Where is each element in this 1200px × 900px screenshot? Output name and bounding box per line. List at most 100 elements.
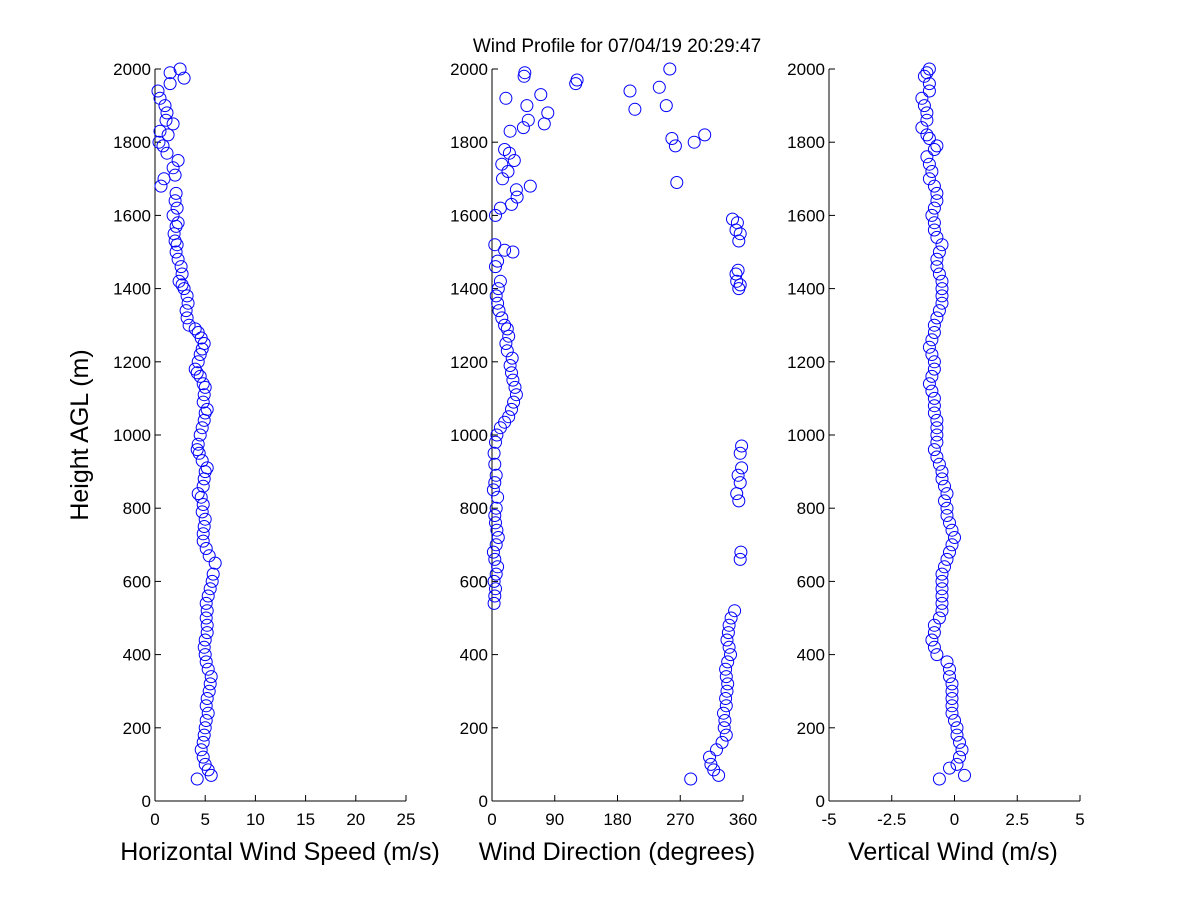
- data-point: [955, 743, 969, 757]
- data-point: [156, 139, 170, 153]
- data-point: [505, 366, 518, 380]
- data-point: [733, 552, 747, 566]
- data-point: [668, 139, 682, 153]
- data-point: [943, 545, 956, 559]
- data-point: [938, 479, 951, 493]
- data-point: [491, 560, 505, 574]
- data-point: [922, 132, 936, 145]
- data-point: [935, 238, 949, 252]
- data-point: [166, 208, 180, 222]
- data-point: [932, 267, 946, 281]
- data-point: [200, 461, 214, 475]
- data-point: [922, 172, 936, 186]
- data-point: [920, 113, 934, 127]
- y-tick-label: 1000: [450, 426, 488, 445]
- data-point: [938, 494, 951, 508]
- data-point: [717, 706, 730, 720]
- data-point: [509, 183, 523, 197]
- data-point: [943, 516, 956, 530]
- data-point: [925, 165, 939, 178]
- data-point: [927, 391, 941, 405]
- data-point: [720, 633, 734, 647]
- data-point: [927, 355, 941, 369]
- data-point: [191, 355, 205, 369]
- data-point: [488, 552, 502, 566]
- data-point: [719, 699, 733, 713]
- data-point: [179, 304, 193, 318]
- y-tick-label: 1000: [113, 426, 151, 445]
- vertical-wind-xlabel: Vertical Wind (m/s): [848, 838, 1058, 866]
- y-tick-label: 0: [816, 792, 825, 811]
- data-point: [489, 501, 503, 515]
- data-point: [943, 662, 956, 676]
- data-point: [945, 538, 959, 552]
- data-point: [206, 567, 220, 581]
- x-tick-label: 360: [729, 810, 757, 829]
- data-point: [193, 428, 207, 442]
- data-point: [489, 468, 503, 482]
- data-point: [200, 626, 214, 640]
- data-point: [171, 216, 185, 230]
- data-point: [491, 531, 505, 544]
- data-point: [940, 552, 954, 566]
- data-point: [922, 84, 936, 98]
- data-point: [200, 618, 214, 632]
- data-point: [203, 582, 217, 596]
- data-point: [153, 124, 167, 138]
- horizontal-wind-speed-panel: Horizontal Wind Speed (m/s) Height AGL (…: [66, 60, 440, 866]
- data-point: [718, 714, 732, 727]
- data-point: [922, 340, 936, 354]
- data-point: [922, 62, 936, 76]
- data-point: [720, 684, 734, 698]
- y-tick-label: 200: [460, 719, 488, 738]
- data-point: [927, 318, 941, 332]
- data-point: [191, 326, 205, 339]
- data-point: [721, 655, 735, 669]
- data-point: [174, 260, 188, 274]
- data-point: [161, 128, 175, 142]
- data-point: [191, 437, 205, 451]
- data-point: [201, 589, 215, 603]
- y-tick-label: 800: [123, 499, 151, 518]
- y-tick-label: 600: [797, 572, 825, 591]
- y-tick-label: 800: [460, 499, 488, 518]
- data-point: [163, 77, 177, 91]
- data-point: [171, 252, 185, 266]
- data-point: [665, 132, 679, 145]
- data-point: [487, 574, 501, 588]
- data-point: [491, 254, 505, 268]
- data-point: [520, 99, 534, 113]
- data-point: [199, 655, 213, 669]
- data-point: [932, 457, 946, 471]
- data-point: [927, 223, 941, 237]
- data-point: [169, 186, 183, 200]
- data-point: [200, 402, 214, 416]
- y-tick-label: 800: [797, 499, 825, 518]
- data-point: [196, 498, 210, 511]
- data-point: [935, 567, 949, 581]
- data-point: [173, 62, 187, 76]
- data-point: [166, 161, 180, 175]
- y-tick-label: 1600: [113, 206, 151, 225]
- data-point: [719, 662, 733, 676]
- data-point: [932, 245, 946, 259]
- data-point: [930, 186, 944, 200]
- data-point: [489, 582, 502, 596]
- data-point: [721, 677, 735, 691]
- data-point: [198, 406, 212, 420]
- data-point: [932, 304, 946, 318]
- data-point: [488, 457, 502, 471]
- figure-title: Wind Profile for 07/04/19 20:29:47: [473, 36, 761, 57]
- data-point: [490, 523, 504, 537]
- data-point: [534, 88, 548, 102]
- data-point: [927, 640, 941, 654]
- data-point: [508, 380, 522, 394]
- data-point: [652, 80, 666, 94]
- data-point: [927, 179, 941, 193]
- data-point: [188, 322, 202, 336]
- data-point: [623, 84, 637, 98]
- data-point: [721, 626, 735, 640]
- data-point: [730, 274, 744, 288]
- y-tick-label: 400: [460, 646, 488, 665]
- data-point: [495, 311, 509, 325]
